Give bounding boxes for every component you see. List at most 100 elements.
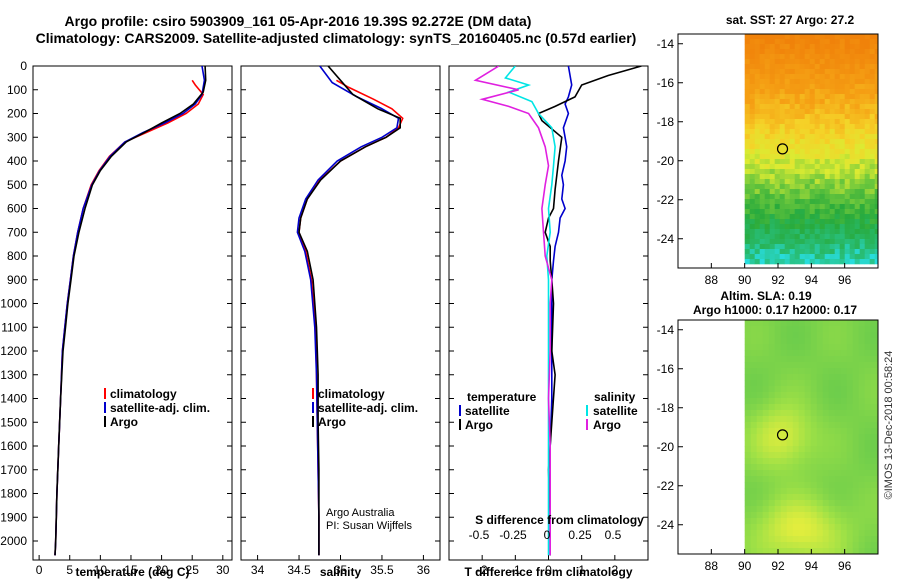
x-tick-label-temperature-2: 10 bbox=[94, 563, 108, 577]
depth-tick-label-12: 1200 bbox=[0, 344, 27, 358]
map-x-tick-label-sla-4: 96 bbox=[838, 559, 852, 573]
x-tick-label-temperature-6: 30 bbox=[216, 563, 230, 577]
x-tick-label-differences-4: 2 bbox=[611, 563, 618, 577]
s-tick-label-1: -0.25 bbox=[499, 528, 527, 542]
depth-tick-label-4: 400 bbox=[7, 154, 27, 168]
depth-tick-label-19: 1900 bbox=[0, 510, 27, 524]
depth-tick-label-0: 0 bbox=[20, 59, 27, 73]
x-axis-label-differences: T difference from climatology bbox=[464, 565, 632, 579]
x-tick-label-temperature-3: 15 bbox=[124, 563, 138, 577]
legend-label-salinity-0: climatology bbox=[318, 387, 385, 401]
series-line-differences-1 bbox=[537, 66, 642, 556]
x-tick-label-differences-0: -2 bbox=[477, 563, 488, 577]
chart-title-line2: Climatology: CARS2009. Satellite-adjuste… bbox=[36, 30, 637, 46]
map-field-sst bbox=[744, 34, 879, 265]
x-tick-label-salinity-3: 35.5 bbox=[370, 563, 394, 577]
map-panels: 88 90 92 94 96 -14 -16 -18 -20 -22 -24 sat. SST: 27… bbox=[657, 13, 879, 573]
map-y-tick-label-sla-1: -16 bbox=[657, 362, 675, 376]
s-tick-label-0: -0.5 bbox=[469, 528, 490, 542]
s-tick-label-2: 0 bbox=[544, 528, 551, 542]
series-group-differences bbox=[473, 66, 642, 556]
legend-label-salinity-2: Argo bbox=[318, 415, 346, 429]
x-axis-label-temperature: temperature (deg C) bbox=[75, 565, 189, 579]
map-x-tick-label-sla-3: 94 bbox=[805, 559, 819, 573]
series-line-differences-0 bbox=[549, 66, 573, 556]
profile-location-marker-sst bbox=[776, 143, 789, 155]
map-y-tick-label-sla-0: -14 bbox=[657, 323, 675, 337]
map-x-tick-label-sst-2: 92 bbox=[771, 273, 785, 287]
depth-tick-label-18: 1800 bbox=[0, 487, 27, 501]
depth-tick-label-6: 600 bbox=[7, 202, 27, 216]
series-group-salinity bbox=[296, 66, 404, 556]
depth-tick-label-13: 1300 bbox=[0, 368, 27, 382]
series-line-differences-3 bbox=[473, 66, 553, 556]
legend-label-temperature-1: satellite-adj. clim. bbox=[110, 401, 210, 415]
map-field-sla bbox=[744, 320, 879, 555]
x-tick-label-temperature-4: 20 bbox=[155, 563, 169, 577]
legend-heading-salinity: salinity bbox=[594, 390, 636, 404]
map-sla: 88 90 92 94 96 -14 -16 -18 -20 -22 -24 Altim. SLA: … bbox=[657, 289, 879, 573]
map-x-tick-label-sst-1: 90 bbox=[738, 273, 752, 287]
panel-differences: -2 -1 0 1 2T difference from climatology temp… bbox=[448, 65, 649, 579]
map-x-tick-label-sst-4: 96 bbox=[838, 273, 852, 287]
credit-line-0: Argo Australia bbox=[326, 507, 395, 519]
credit-line-1: PI: Susan Wijffels bbox=[326, 520, 412, 532]
legend-label-s-0: satellite bbox=[593, 404, 638, 418]
panel-frame-temperature bbox=[32, 65, 233, 561]
profile-location-marker-sla bbox=[776, 429, 789, 441]
s-tick-label-3: 0.25 bbox=[568, 528, 592, 542]
map-x-tick-label-sla-0: 88 bbox=[705, 559, 719, 573]
x-tick-label-salinity-0: 34 bbox=[251, 563, 265, 577]
x-tick-label-differences-1: -1 bbox=[510, 563, 521, 577]
x-axis-label-salinity: salinity bbox=[320, 565, 362, 579]
series-line-temperature-2 bbox=[54, 66, 207, 556]
x-tick-label-temperature-0: 0 bbox=[36, 563, 43, 577]
legend-label-s-1: Argo bbox=[593, 418, 621, 432]
map-x-tick-label-sla-1: 90 bbox=[738, 559, 752, 573]
depth-tick-label-3: 300 bbox=[7, 130, 27, 144]
legend-heading-temperature: temperature bbox=[467, 390, 537, 404]
depth-tick-label-17: 1700 bbox=[0, 463, 27, 477]
map-y-tick-label-sla-5: -24 bbox=[657, 518, 675, 532]
depth-tick-label-7: 700 bbox=[7, 225, 27, 239]
x-tick-label-temperature-5: 25 bbox=[186, 563, 200, 577]
panel-salinity: 34 34.5 35 35.5 36 salinity climatologysatelli… bbox=[240, 65, 441, 579]
s-axis-label: S difference from climatology bbox=[475, 513, 644, 527]
depth-tick-label-15: 1500 bbox=[0, 415, 27, 429]
depth-tick-label-8: 800 bbox=[7, 249, 27, 263]
map-y-tick-label-sst-2: -18 bbox=[657, 115, 675, 129]
map-y-tick-label-sst-1: -16 bbox=[657, 76, 675, 90]
series-line-salinity-1 bbox=[296, 66, 400, 556]
map-x-tick-label-sst-3: 94 bbox=[805, 273, 819, 287]
map-title-sst: sat. SST: 27 Argo: 27.2 bbox=[726, 13, 855, 27]
s-tick-label-4: 0.5 bbox=[605, 528, 622, 542]
depth-axis: 0 100 200 300 400 500 600 700 800 900 1000 1100 1200… bbox=[0, 59, 27, 548]
depth-tick-label-9: 900 bbox=[7, 273, 27, 287]
depth-tick-label-16: 1600 bbox=[0, 439, 27, 453]
map-x-tick-label-sst-0: 88 bbox=[705, 273, 719, 287]
map-y-tick-label-sst-0: -14 bbox=[657, 37, 675, 51]
depth-tick-label-1: 100 bbox=[7, 83, 27, 97]
map-y-tick-label-sst-5: -24 bbox=[657, 232, 675, 246]
map-y-tick-label-sst-4: -22 bbox=[657, 193, 675, 207]
x-tick-label-temperature-1: 5 bbox=[66, 563, 73, 577]
imos-credit: ©IMOS 13-Dec-2018 00:58:24 bbox=[883, 351, 895, 500]
legend-label-t-0: satellite bbox=[465, 404, 510, 418]
x-tick-label-salinity-2: 35 bbox=[334, 563, 348, 577]
x-tick-label-differences-2: 0 bbox=[545, 563, 552, 577]
depth-tick-label-10: 1000 bbox=[0, 297, 27, 311]
chart-title-line1: Argo profile: csiro 5903909_161 05-Apr-2… bbox=[65, 13, 532, 29]
map-y-tick-label-sla-3: -20 bbox=[657, 440, 675, 454]
depth-tick-label-11: 1100 bbox=[1, 320, 27, 334]
map-y-tick-label-sla-4: -22 bbox=[657, 479, 675, 493]
x-tick-label-differences-3: 1 bbox=[578, 563, 585, 577]
panel-frame-salinity bbox=[240, 65, 441, 561]
map-sst: 88 90 92 94 96 -14 -16 -18 -20 -22 -24 sat. SST: 27… bbox=[657, 13, 879, 287]
map-y-tick-label-sst-3: -20 bbox=[657, 154, 675, 168]
map-title-line2-sla: Argo h1000: 0.17 h2000: 0.17 bbox=[693, 303, 857, 317]
series-group-temperature bbox=[54, 66, 207, 556]
series-line-salinity-2 bbox=[298, 66, 402, 556]
